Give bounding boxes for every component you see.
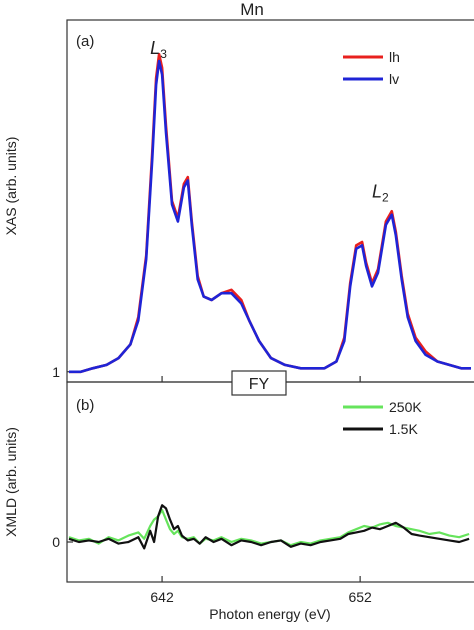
series-line-1.5K [68,504,470,550]
panel-b-series [68,504,470,550]
panel-b-ylabel: XMLD (arb. units) [3,427,19,537]
panel-a-series [69,52,471,374]
panel-b-legend: 250K 1.5K [343,399,422,437]
x-tick-label: 652 [348,589,372,605]
panel-b-label: (b) [76,397,94,414]
legend-label-1.5K: 1.5K [389,421,418,437]
series-line-250K [68,508,470,547]
legend-label-lv: lv [389,71,399,87]
legend-label-250K: 250K [389,399,422,415]
edge-label-L3: L3 [150,38,167,61]
x-tick-label: 642 [150,589,174,605]
x-axis-label: Photon energy (eV) [209,606,330,622]
y-tick-label: 0 [52,534,60,550]
figure-title: Mn [240,0,264,19]
fy-inset-label: FY [249,376,270,393]
panel-a-ylabel: XAS (arb. units) [3,137,19,236]
panel-b-xmld: FY (b) XMLD (arb. units) Photon energy (… [3,370,474,622]
edge-label-L2: L2 [372,182,389,205]
panel-a-legend: lh lv [343,49,400,87]
panel-b-ticks: 0 642 652 [52,534,372,605]
fy-inset-box [231,370,287,396]
panel-a-label: (a) [76,33,94,50]
legend-label-lh: lh [389,49,400,65]
series-line-lv [69,59,471,374]
y-tick-label: 1 [52,364,60,380]
panel-a-xas: (a) XAS (arb. units) 1 L3 L2 lh lv [3,19,474,383]
